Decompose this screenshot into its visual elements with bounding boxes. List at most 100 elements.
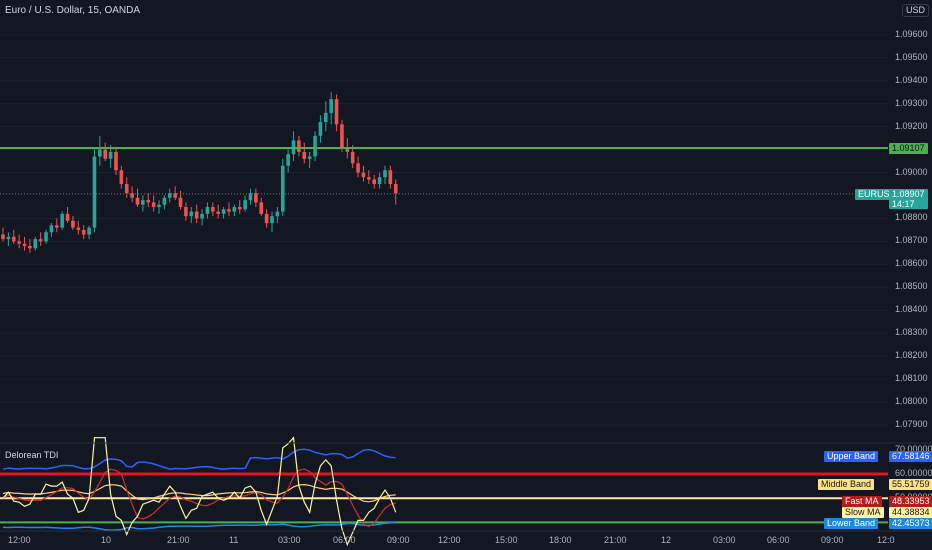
middle-band-line [2,483,396,503]
candle [141,195,145,212]
candle [119,165,124,189]
candle [248,188,253,205]
indicator-tag-name: Fast MA [842,496,882,507]
indicator-tag-value: 55.51759 [889,479,932,490]
countdown-timer: 14:17 [892,199,915,209]
candle [44,229,48,244]
candle [318,115,323,143]
indicator-axis-label: 70.00000 [895,443,932,454]
price-axis-label: 1.08100 [895,373,928,384]
candle [372,174,377,189]
price-axis-label: 1.09400 [895,74,928,85]
price-axis-label: 1.09500 [895,51,928,62]
price-axis-label: 1.08200 [895,350,928,361]
indicator-tag-value: 48.33953 [889,496,932,507]
candle [200,209,204,226]
candle [264,209,269,228]
candle [243,195,247,212]
indicator-title[interactable]: Delorean TDI [5,450,59,460]
candle [173,186,177,201]
price-axis-label: 1.07900 [895,419,928,429]
candle [237,200,242,214]
candle [211,202,215,217]
indicator-tag-value: 67.58146 [889,451,932,462]
candle [81,225,86,240]
candle [92,149,97,233]
price-axis-label: 1.08800 [895,212,928,223]
lower-band-line [2,521,396,531]
currency-button[interactable]: USD [902,4,930,17]
candle [135,188,140,207]
candle [71,216,75,230]
candle [388,165,393,189]
candle [227,202,231,217]
candle [65,206,70,224]
candle [162,195,167,210]
candle [270,211,274,233]
candle [291,131,296,162]
price-axis-label: 1.08600 [895,258,928,269]
time-axis-label: 12 [661,535,672,545]
candle [302,142,307,164]
time-axis-label: 12:0 [877,535,895,545]
last-price-tag: 1.08907 14:17 [889,189,928,209]
price-axis-label: 1.08700 [895,235,928,246]
time-axis-label: 15:00 [495,535,518,545]
candle [340,119,344,152]
time-axis-label: 03:00 [278,535,301,545]
candle [356,156,360,178]
candle [361,165,366,182]
fast-ma-line [2,468,396,528]
last-price-symbol-tag: EURUSD [855,189,900,200]
price-axis-label: 1.09000 [895,166,928,177]
candle [98,135,102,166]
indicator-tag-name: Slow MA [842,507,884,518]
candle [189,206,194,224]
candle [377,172,382,189]
candle [383,165,387,185]
candle [221,206,226,219]
price-axis-label: 1.09200 [895,120,928,131]
candle [275,206,280,224]
candle [286,149,290,173]
candle [280,158,285,217]
upper-band-line [2,448,396,470]
candle [307,151,312,168]
candle [17,234,21,249]
slow-ma-line [2,436,397,547]
candle [324,101,328,132]
indicator-tag-name: Upper Band [824,451,879,462]
candle [157,200,161,214]
candle [28,239,32,253]
time-axis-label: 09:00 [387,535,410,545]
candle [151,195,156,212]
candle [114,147,118,175]
price-axis-label: 1.08500 [895,281,928,292]
time-axis-label: 21:00 [167,535,190,545]
time-axis-label: 06:00 [333,535,356,545]
price-axis-label: 1.09300 [895,97,928,108]
candle [103,142,108,162]
indicator-lines [2,436,397,547]
price-axis-label: 1.09600 [895,28,928,39]
candle [38,232,43,246]
candle [55,218,59,233]
candle [329,92,333,125]
candle [254,188,258,207]
grid-lines [0,34,888,426]
price-axis-label: 1.08300 [895,327,928,338]
candle [334,94,339,132]
indicator-levels [0,472,888,524]
indicator-tag-value: 42.45373 [889,518,932,529]
indicator-tag-name: Middle Band [818,479,875,490]
candle [146,193,151,207]
indicator-tag-name: Lower Band [824,518,879,529]
candle [216,204,220,219]
candle [393,179,398,205]
symbol-title[interactable]: Euro / U.S. Dollar, 15, OANDA [5,5,141,16]
candle [1,227,5,242]
time-axis-label: 18:00 [549,535,572,545]
candle [313,131,317,162]
candle [167,188,172,203]
